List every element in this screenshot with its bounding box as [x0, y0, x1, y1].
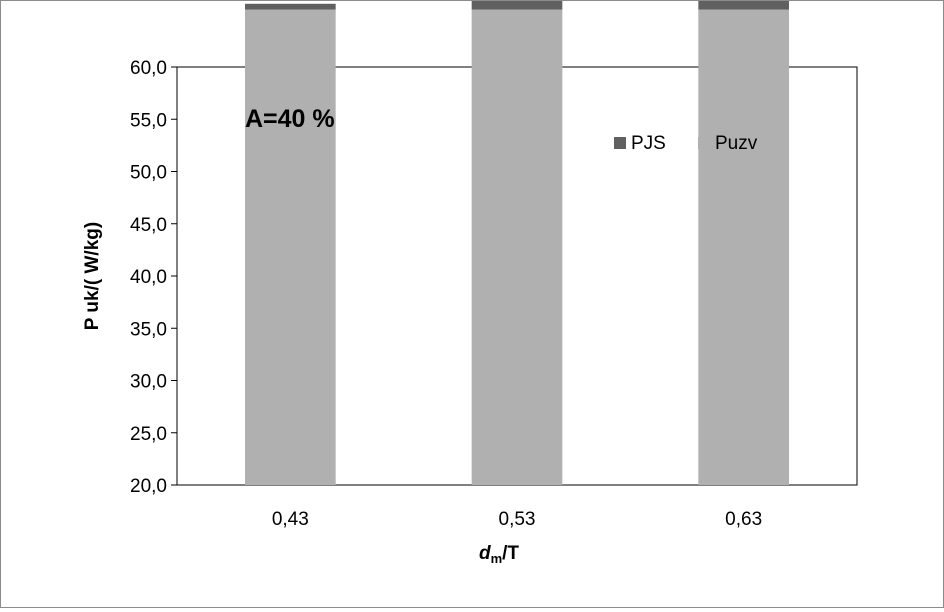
x-tick-label: 0,53	[499, 509, 536, 530]
legend-swatch-pjs	[614, 137, 626, 149]
y-tick-label: 25,0	[130, 424, 167, 445]
legend-swatch-puzv	[698, 137, 710, 149]
chart-annotation: A=40 %	[245, 105, 335, 133]
bar-pjs	[698, 0, 789, 10]
bar-puzv	[245, 9, 336, 486]
legend: PJS Puzv	[614, 133, 758, 154]
legend-label-pjs: PJS	[631, 133, 666, 154]
x-axis-label-suffix: /T	[502, 543, 519, 564]
bar-puzv	[471, 9, 563, 486]
y-tick-label: 50,0	[130, 163, 167, 184]
y-axis-ticks: 20,0 25,0 30,0 35,0 40,0 45,0 50,0 55,0 60,0	[130, 58, 177, 497]
x-axis-label-main: d	[479, 543, 491, 564]
bars-layer	[245, 0, 789, 486]
x-axis-label-subscript: m	[491, 551, 503, 566]
x-tick-label: 0,63	[725, 509, 762, 530]
y-axis-label: P uk/( W/kg)	[82, 222, 103, 330]
x-axis-label: dm/T	[479, 543, 519, 566]
legend-label-puzv: Puzv	[715, 133, 758, 154]
y-tick-label: 20,0	[130, 476, 167, 497]
y-tick-label: 35,0	[130, 319, 167, 340]
y-tick-label: 55,0	[130, 110, 167, 131]
y-tick-label: 40,0	[130, 267, 167, 288]
x-tick-label: 0,43	[272, 509, 309, 530]
y-tick-label: 45,0	[130, 215, 167, 236]
bar-pjs	[471, 0, 563, 10]
bar-pjs	[245, 3, 336, 10]
y-tick-label: 60,0	[130, 58, 167, 79]
bar-puzv	[698, 9, 789, 486]
y-tick-label: 30,0	[130, 372, 167, 393]
x-axis-ticks: 0,43 0,53 0,63	[272, 509, 762, 530]
